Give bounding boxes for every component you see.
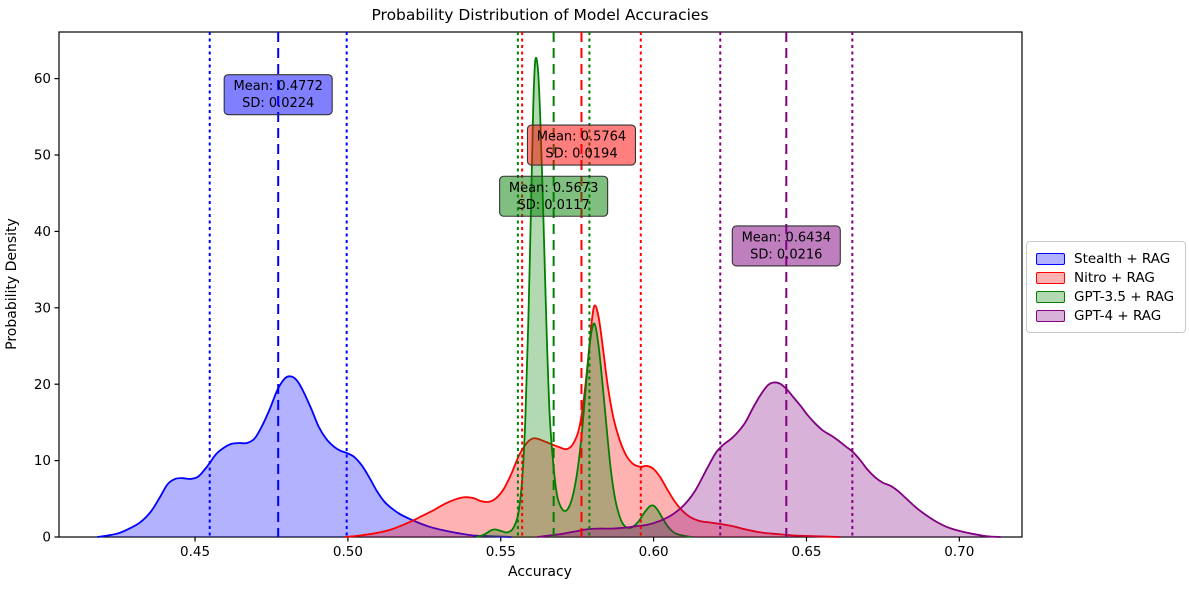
annotation-box-stealth-rag: Mean: 0.4772 SD: 0.0224 [223, 74, 333, 116]
annotation-rect [731, 225, 841, 267]
legend-item-stealth-rag: Stealth + RAG [1036, 249, 1174, 268]
annotation-box-gpt-3-5-rag: Mean: 0.5673 SD: 0.0117 [499, 175, 609, 217]
annotation-mean-text: Mean: 0.5673 [509, 181, 598, 196]
x-tick-label: 0.65 [791, 544, 821, 560]
kde-area-gpt-3-5-rag [476, 57, 692, 537]
y-tick-label: 40 [34, 224, 51, 240]
y-tick-label: 10 [34, 453, 51, 469]
x-axis-label: Accuracy [508, 564, 572, 580]
legend-item-gpt-3-5-rag: GPT-3.5 + RAG [1036, 287, 1174, 306]
legend-label: GPT-3.5 + RAG [1074, 288, 1175, 305]
kde-area-nitro-rag [344, 305, 841, 537]
annotation-sd-text: SD: 0.0117 [518, 198, 590, 213]
stat-lines [208, 32, 854, 537]
legend-swatch-gpt-4-rag [1036, 309, 1065, 322]
annotation-mean-text: Mean: 0.5764 [537, 130, 626, 145]
legend-item-nitro-rag: Nitro + RAG [1036, 268, 1174, 287]
legend-swatch-gpt-3-5-rag [1036, 290, 1065, 303]
annotation-mean-text: Mean: 0.4772 [233, 79, 322, 94]
annotation-rect [526, 124, 637, 166]
kde-line-gpt-4-rag [537, 381, 1001, 538]
x-tick-label: 0.60 [639, 544, 669, 560]
kde-line-gpt-3-5-rag [476, 56, 692, 538]
y-axis-label: Probability Density [4, 218, 20, 350]
legend: Stealth + RAG Nitro + RAG GPT-3.5 + RAG GPT… [1026, 241, 1187, 333]
kde-area-stealth-rag [97, 376, 512, 537]
x-tick-label: 0.70 [944, 544, 974, 560]
kde-line-stealth-rag [97, 375, 512, 538]
y-tick-label: 0 [42, 530, 51, 546]
legend-label: Nitro + RAG [1074, 269, 1155, 286]
annotation-rect [223, 74, 333, 116]
y-tick-label: 50 [34, 148, 51, 164]
annotation-box-gpt-4-rag: Mean: 0.6434 SD: 0.0216 [731, 225, 841, 267]
annotation-box-nitro-rag: Mean: 0.5764 SD: 0.0194 [526, 124, 637, 166]
legend-label: GPT-4 + RAG [1074, 307, 1162, 324]
y-tick-label: 20 [34, 377, 51, 393]
annotation-mean-text: Mean: 0.6434 [742, 230, 831, 245]
annotation-sd-text: SD: 0.0224 [242, 96, 314, 111]
annotation-rect [499, 175, 609, 217]
annotation-sd-text: SD: 0.0194 [545, 147, 617, 162]
annotations: Mean: 0.4772 SD: 0.0224 Mean: 0.5764 SD: 0.… [223, 74, 841, 267]
chart-title: Probability Distribution of Model Accura… [371, 6, 708, 24]
legend-swatch-stealth-rag [1036, 252, 1065, 265]
x-tick-label: 0.45 [180, 544, 210, 560]
legend-swatch-nitro-rag [1036, 271, 1065, 284]
chart-layers: 0.45 0.50 0.55 0.60 0.65 0.70 0 10 20 30 40 50 60 Mea… [34, 31, 1023, 560]
y-tick-label: 30 [34, 300, 51, 316]
legend-label: Stealth + RAG [1074, 250, 1171, 267]
legend-item-gpt-4-rag: GPT-4 + RAG [1036, 306, 1174, 325]
annotation-sd-text: SD: 0.0216 [750, 247, 822, 262]
y-tick-label: 60 [34, 71, 51, 87]
kde-area-gpt-4-rag [537, 382, 1001, 537]
x-tick-label: 0.55 [486, 544, 516, 560]
x-tick-label: 0.50 [333, 544, 363, 560]
kde-curves [97, 56, 1001, 538]
